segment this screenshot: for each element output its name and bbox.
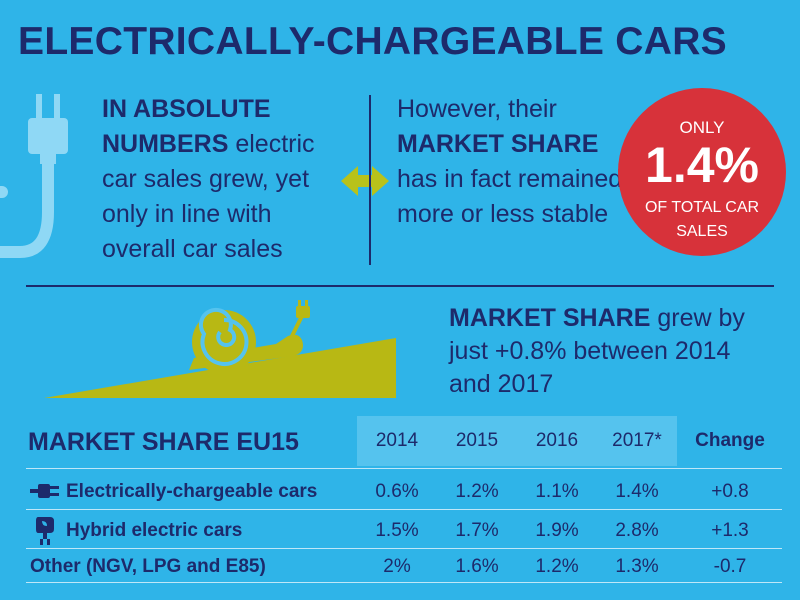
table-change-cell: -0.7 [713, 556, 747, 577]
plug-icon [0, 94, 68, 258]
table-cell: 1.6% [455, 556, 499, 577]
table-cell: 2.8% [615, 520, 659, 541]
growth-text: MARKET SHARE grew by just +0.8% between … [449, 302, 779, 401]
table-cell: 1.4% [615, 481, 659, 502]
market-share-text: However, their MARKET SHARE has in fact … [397, 92, 627, 232]
year-header-2017: 2017* [612, 430, 662, 451]
table-cell: 1.9% [535, 520, 579, 541]
table-cell: 2% [383, 556, 411, 577]
table-cell: 1.2% [455, 481, 499, 502]
table-cell: 1.7% [455, 520, 499, 541]
hybrid-plug-icon [36, 517, 54, 545]
row-divider [26, 509, 782, 510]
absolute-numbers-bold: IN ABSOLUTE NUMBERS [102, 95, 271, 158]
market-share-body: has in fact remained more or less stable [397, 165, 623, 228]
table-row-label: Hybrid electric cars [66, 520, 243, 541]
table-title: MARKET SHARE EU15 [28, 428, 299, 456]
year-header-2016: 2016 [535, 430, 579, 451]
row-divider [26, 582, 782, 583]
change-header: Change [695, 430, 765, 451]
row-divider [26, 548, 782, 549]
table-row-label: Other (NGV, LPG and E85) [30, 556, 266, 577]
absolute-numbers-text: IN ABSOLUTE NUMBERS electric car sales g… [102, 92, 352, 267]
market-share-intro: However, their [397, 95, 557, 123]
table-cell: 1.3% [615, 556, 659, 577]
absolute-numbers-body: electric car sales grew, yet only in lin… [102, 130, 315, 263]
table-row-label: Electrically-chargeable cars [66, 481, 318, 502]
badge-bottom-label: OF TOTAL CAR SALES [644, 199, 760, 240]
table-cell: 1.5% [375, 520, 419, 541]
badge-value: 1.4% [645, 137, 759, 193]
table-cell: 1.1% [535, 481, 579, 502]
table-change-cell: +1.3 [711, 520, 749, 541]
share-badge: ONLY 1.4% OF TOTAL CAR SALES [618, 88, 786, 256]
page-title: ELECTRICALLY-CHARGEABLE CARS [18, 20, 727, 63]
table-change-cell: +0.8 [711, 481, 749, 502]
vertical-divider [369, 95, 371, 265]
market-share-bold: MARKET SHARE [397, 130, 599, 158]
horizontal-divider [26, 285, 774, 287]
table-cell: 0.6% [375, 481, 419, 502]
year-header-2015: 2015 [455, 430, 499, 451]
double-arrow-icon [341, 166, 389, 196]
table-cell: 1.2% [535, 556, 579, 577]
plug-icon [30, 484, 59, 498]
growth-bold: MARKET SHARE [449, 304, 651, 332]
growth-body: grew by just +0.8% between 2014 and 2017 [449, 304, 745, 398]
year-header-2014: 2014 [375, 430, 419, 451]
year-header-background [357, 416, 677, 466]
snail-icon [44, 300, 396, 398]
badge-top-label: ONLY [679, 118, 725, 137]
row-divider [26, 468, 782, 469]
